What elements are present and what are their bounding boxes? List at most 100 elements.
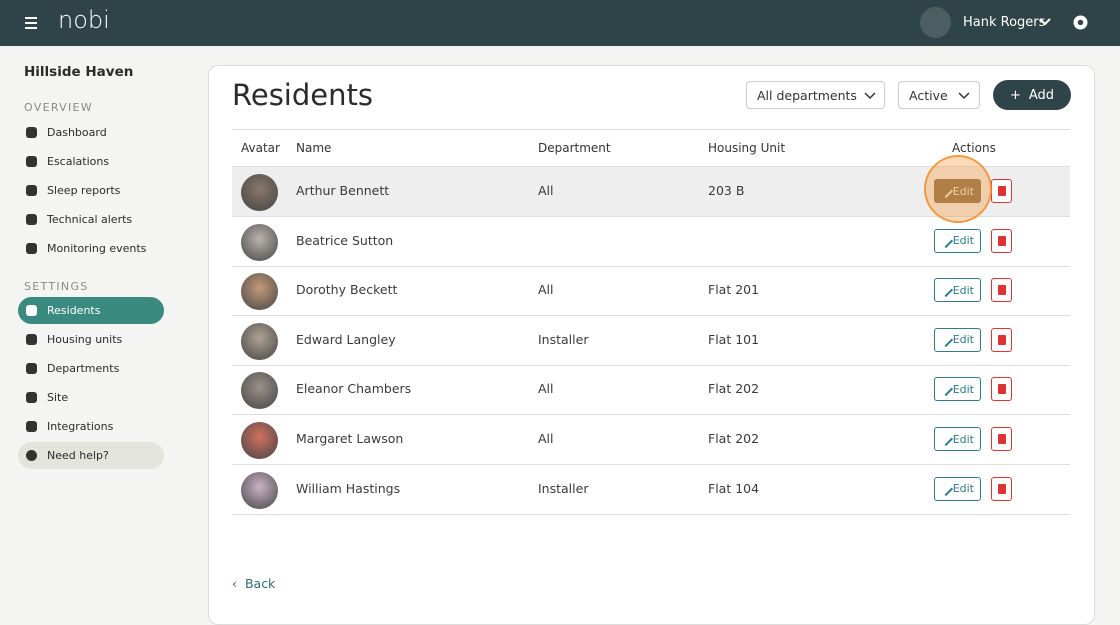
row-cell: All <box>538 183 554 198</box>
edit-label: Edit <box>952 482 974 496</box>
avatar <box>241 273 278 311</box>
status-filter[interactable]: Active <box>898 81 980 109</box>
column-header: Housing Unit <box>708 141 786 155</box>
help-label: Need help? <box>47 449 109 462</box>
back-text: Back <box>244 576 276 591</box>
row-divider <box>232 414 1070 416</box>
avatar <box>241 223 278 261</box>
row-divider <box>232 513 1070 515</box>
row-cell: Dorothy Beckett <box>296 282 398 298</box>
department-filter[interactable]: All departments <box>746 81 885 109</box>
row-cell: Installer <box>538 331 589 347</box>
settings-icon[interactable] <box>1072 14 1089 31</box>
nav-item[interactable]: Housing units <box>18 326 164 353</box>
row-cell: William Hastings <box>296 480 401 496</box>
status-filter-text: Active <box>909 87 948 103</box>
nav-label: Departments <box>47 362 120 375</box>
back-link[interactable]: ‹ Back <box>232 576 276 591</box>
avatar <box>241 422 278 459</box>
row-cell: Flat 201 <box>708 282 760 298</box>
help-button[interactable]: Need help? <box>18 442 164 469</box>
divider <box>232 129 1070 130</box>
column-header: Actions <box>952 141 996 155</box>
row-divider <box>232 216 1070 217</box>
nav-label: Sleep reports <box>47 184 121 197</box>
row-cell: Flat 104 <box>708 480 760 496</box>
nav-icon <box>26 214 37 225</box>
brand: nobi <box>58 6 110 34</box>
user-avatar[interactable] <box>920 7 951 38</box>
nav-item[interactable]: Technical alerts <box>18 206 164 233</box>
row-divider <box>232 464 1070 465</box>
nav-label: Site <box>47 391 69 404</box>
pencil-icon <box>938 332 954 347</box>
nav-icon <box>26 334 37 345</box>
nav-item[interactable]: Departments <box>18 355 164 382</box>
help-icon <box>26 450 37 461</box>
edit-button[interactable]: Edit <box>934 327 981 352</box>
page-title: Residents <box>232 78 373 112</box>
nav-item[interactable]: Monitoring events <box>18 235 164 262</box>
nav-icon <box>26 305 37 316</box>
delete-button[interactable] <box>991 476 1012 501</box>
row-cell: Installer <box>538 480 589 496</box>
delete-button[interactable] <box>991 427 1012 451</box>
edit-button[interactable]: Edit <box>934 377 981 402</box>
department-filter-text: All departments <box>757 87 857 103</box>
row-cell: Flat 202 <box>708 431 760 446</box>
user-chevron[interactable] <box>1039 17 1051 27</box>
column-header: Avatar <box>241 141 280 155</box>
sidebar: Hillside Haven OVERVIEW Dashboard Escalati… <box>0 46 207 608</box>
user-name[interactable]: Hank Rogers <box>963 15 1046 30</box>
nav-label: Residents <box>47 304 101 317</box>
row-divider <box>232 315 1070 317</box>
nav-icon <box>26 185 37 196</box>
row-cell: Arthur Bennett <box>296 183 390 198</box>
edit-button[interactable]: Edit <box>934 228 981 253</box>
nav-icon <box>26 421 37 432</box>
delete-button[interactable] <box>991 327 1012 352</box>
pencil-icon <box>938 481 954 496</box>
nav-item[interactable]: Sleep reports <box>18 177 164 204</box>
nav-item[interactable]: Integrations <box>18 413 164 440</box>
add-text: Add <box>1028 87 1055 103</box>
nav-icon <box>26 363 37 374</box>
row-cell: Beatrice Sutton <box>296 232 394 248</box>
nav-item[interactable]: Escalations <box>18 148 164 175</box>
nav-label: Integrations <box>47 420 114 433</box>
delete-button[interactable] <box>991 377 1012 402</box>
plus-icon: + <box>1009 87 1021 103</box>
delete-button[interactable] <box>991 228 1012 253</box>
edit-label: Edit <box>952 382 974 396</box>
row-cell: All <box>538 381 554 397</box>
site-name: Hillside Haven <box>24 64 134 80</box>
edit-label: Edit <box>952 283 974 297</box>
pencil-icon <box>938 431 954 447</box>
nav-icon <box>26 392 37 403</box>
nav-icon <box>26 243 37 254</box>
avatar <box>241 322 278 360</box>
menu-icon[interactable] <box>25 16 39 30</box>
delete-button[interactable] <box>991 278 1012 303</box>
add-button[interactable]: + Add <box>993 80 1071 110</box>
nav-item[interactable]: Dashboard <box>18 119 164 146</box>
delete-button[interactable] <box>991 179 1012 203</box>
nav-item[interactable]: Residents <box>18 297 164 324</box>
edit-label: Edit <box>952 234 974 248</box>
edit-button[interactable]: Edit <box>934 476 981 501</box>
pencil-icon <box>938 233 954 248</box>
nav-label: Dashboard <box>47 126 107 139</box>
nav-item[interactable]: Site <box>18 384 164 411</box>
pencil-icon <box>938 283 954 298</box>
row-cell: All <box>538 282 554 298</box>
section-title: OVERVIEW <box>24 101 93 114</box>
chevron <box>864 92 876 100</box>
edit-button[interactable]: Edit <box>934 278 981 303</box>
row-cell: Flat 202 <box>708 381 760 397</box>
chevron <box>958 92 970 100</box>
column-header: Department <box>538 141 611 155</box>
row-cell: Eleanor Chambers <box>296 381 412 397</box>
nav-label: Escalations <box>47 155 110 168</box>
edit-button[interactable]: Edit <box>934 427 981 451</box>
